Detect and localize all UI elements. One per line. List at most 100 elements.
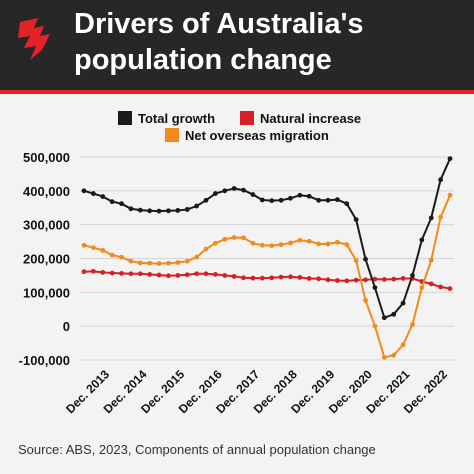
data-point-natural-increase [316, 276, 322, 282]
data-point-natural-increase [184, 272, 190, 278]
data-point-total-growth [381, 315, 387, 321]
data-point-total-growth [147, 208, 153, 214]
data-point-net-overseas-migration [344, 242, 350, 248]
data-point-net-overseas-migration [419, 285, 425, 290]
data-point-total-growth [391, 311, 397, 317]
data-point-total-growth [175, 208, 181, 213]
data-point-net-overseas-migration [81, 242, 87, 248]
data-point-net-overseas-migration [156, 261, 162, 266]
population-line-chart: Total growth Natural increase Net overse… [19, 111, 454, 416]
data-point-total-growth [269, 198, 275, 204]
data-point-natural-increase [400, 276, 406, 281]
title-line-1: Drivers of Australia's [74, 8, 364, 40]
data-point-total-growth [438, 177, 444, 183]
data-point-net-overseas-migration [363, 298, 368, 303]
data-point-net-overseas-migration [288, 240, 293, 246]
data-point-natural-increase [119, 270, 124, 276]
data-point-total-growth [119, 201, 124, 207]
legend: Total growth Natural increase Net overse… [118, 111, 361, 143]
legend-label-total-growth: Total growth [138, 111, 215, 126]
data-point-natural-increase [353, 277, 359, 283]
title-line-2: population change [74, 44, 332, 76]
data-point-total-growth [184, 207, 190, 212]
data-point-net-overseas-migration [203, 246, 209, 252]
data-point-total-growth [334, 197, 340, 203]
data-point-natural-increase [334, 278, 340, 283]
data-point-natural-increase [391, 276, 397, 282]
data-point-total-growth [81, 188, 87, 194]
data-point-total-growth [90, 191, 96, 196]
data-point-total-growth [428, 215, 434, 221]
data-point-natural-increase [231, 274, 237, 279]
data-point-net-overseas-migration [316, 241, 322, 247]
data-point-natural-increase [194, 271, 200, 277]
data-point-natural-increase [156, 272, 162, 278]
data-point-total-growth [297, 192, 303, 198]
data-point-natural-increase [363, 277, 368, 283]
data-point-total-growth [288, 195, 293, 201]
y-tick-label: 500,000 [23, 150, 70, 165]
data-point-natural-increase [381, 277, 387, 282]
data-point-net-overseas-migration [90, 245, 96, 251]
data-point-net-overseas-migration [137, 260, 143, 266]
data-point-net-overseas-migration [231, 235, 237, 240]
legend-label-net-overseas-migration: Net overseas migration [185, 128, 329, 143]
data-point-net-overseas-migration [166, 260, 171, 266]
data-point-total-growth [306, 193, 312, 199]
data-point-natural-increase [250, 275, 256, 281]
header-bar: Drivers of Australia's population change [0, 0, 474, 90]
data-point-net-overseas-migration [325, 241, 331, 247]
legend-swatch-total-growth [118, 111, 132, 125]
data-point-natural-increase [306, 276, 312, 281]
data-point-total-growth [231, 186, 237, 191]
data-point-net-overseas-migration [241, 235, 246, 241]
data-point-net-overseas-migration [269, 243, 275, 249]
data-point-net-overseas-migration [306, 238, 312, 244]
data-point-net-overseas-migration [400, 342, 406, 348]
data-point-net-overseas-migration [410, 322, 415, 327]
series-total-growth [81, 156, 453, 321]
legend-swatch-natural-increase [240, 111, 254, 125]
data-point-total-growth [100, 194, 106, 199]
data-point-net-overseas-migration [259, 242, 265, 248]
data-point-total-growth [259, 197, 265, 203]
data-point-natural-increase [81, 269, 87, 275]
data-point-total-growth [278, 197, 284, 203]
data-point-natural-increase [297, 275, 303, 280]
data-point-net-overseas-migration [250, 240, 256, 246]
data-point-total-growth [109, 199, 115, 205]
data-point-net-overseas-migration [428, 257, 434, 263]
data-point-net-overseas-migration [147, 260, 153, 266]
data-point-natural-increase [222, 273, 228, 278]
data-point-net-overseas-migration [372, 323, 378, 329]
data-point-net-overseas-migration [334, 239, 340, 245]
y-tick-label: 100,000 [23, 285, 70, 300]
data-point-net-overseas-migration [278, 242, 284, 248]
data-point-net-overseas-migration [381, 354, 387, 360]
data-point-total-growth [137, 207, 143, 213]
data-point-total-growth [400, 300, 406, 306]
data-point-net-overseas-migration [222, 236, 228, 242]
data-point-total-growth [166, 208, 171, 214]
data-point-total-growth [316, 197, 322, 203]
source-note: Source: ABS, 2023, Components of annual … [18, 442, 376, 457]
series-lines [81, 156, 453, 360]
data-point-natural-increase [90, 268, 96, 274]
data-point-natural-increase [278, 274, 284, 280]
data-point-net-overseas-migration [391, 352, 397, 358]
data-point-natural-increase [175, 273, 181, 278]
data-point-total-growth [203, 197, 209, 203]
gridlines [80, 156, 454, 361]
data-point-total-growth [194, 203, 200, 209]
data-point-natural-increase [372, 276, 378, 282]
data-point-net-overseas-migration [353, 258, 359, 263]
data-point-natural-increase [325, 277, 331, 283]
data-point-total-growth [241, 187, 246, 193]
data-point-net-overseas-migration [438, 214, 444, 220]
data-point-total-growth [250, 192, 256, 197]
data-point-net-overseas-migration [184, 258, 190, 264]
chart-title: Drivers of Australia's population change [74, 6, 464, 78]
data-point-total-growth [353, 217, 359, 222]
data-point-net-overseas-migration [128, 258, 134, 264]
